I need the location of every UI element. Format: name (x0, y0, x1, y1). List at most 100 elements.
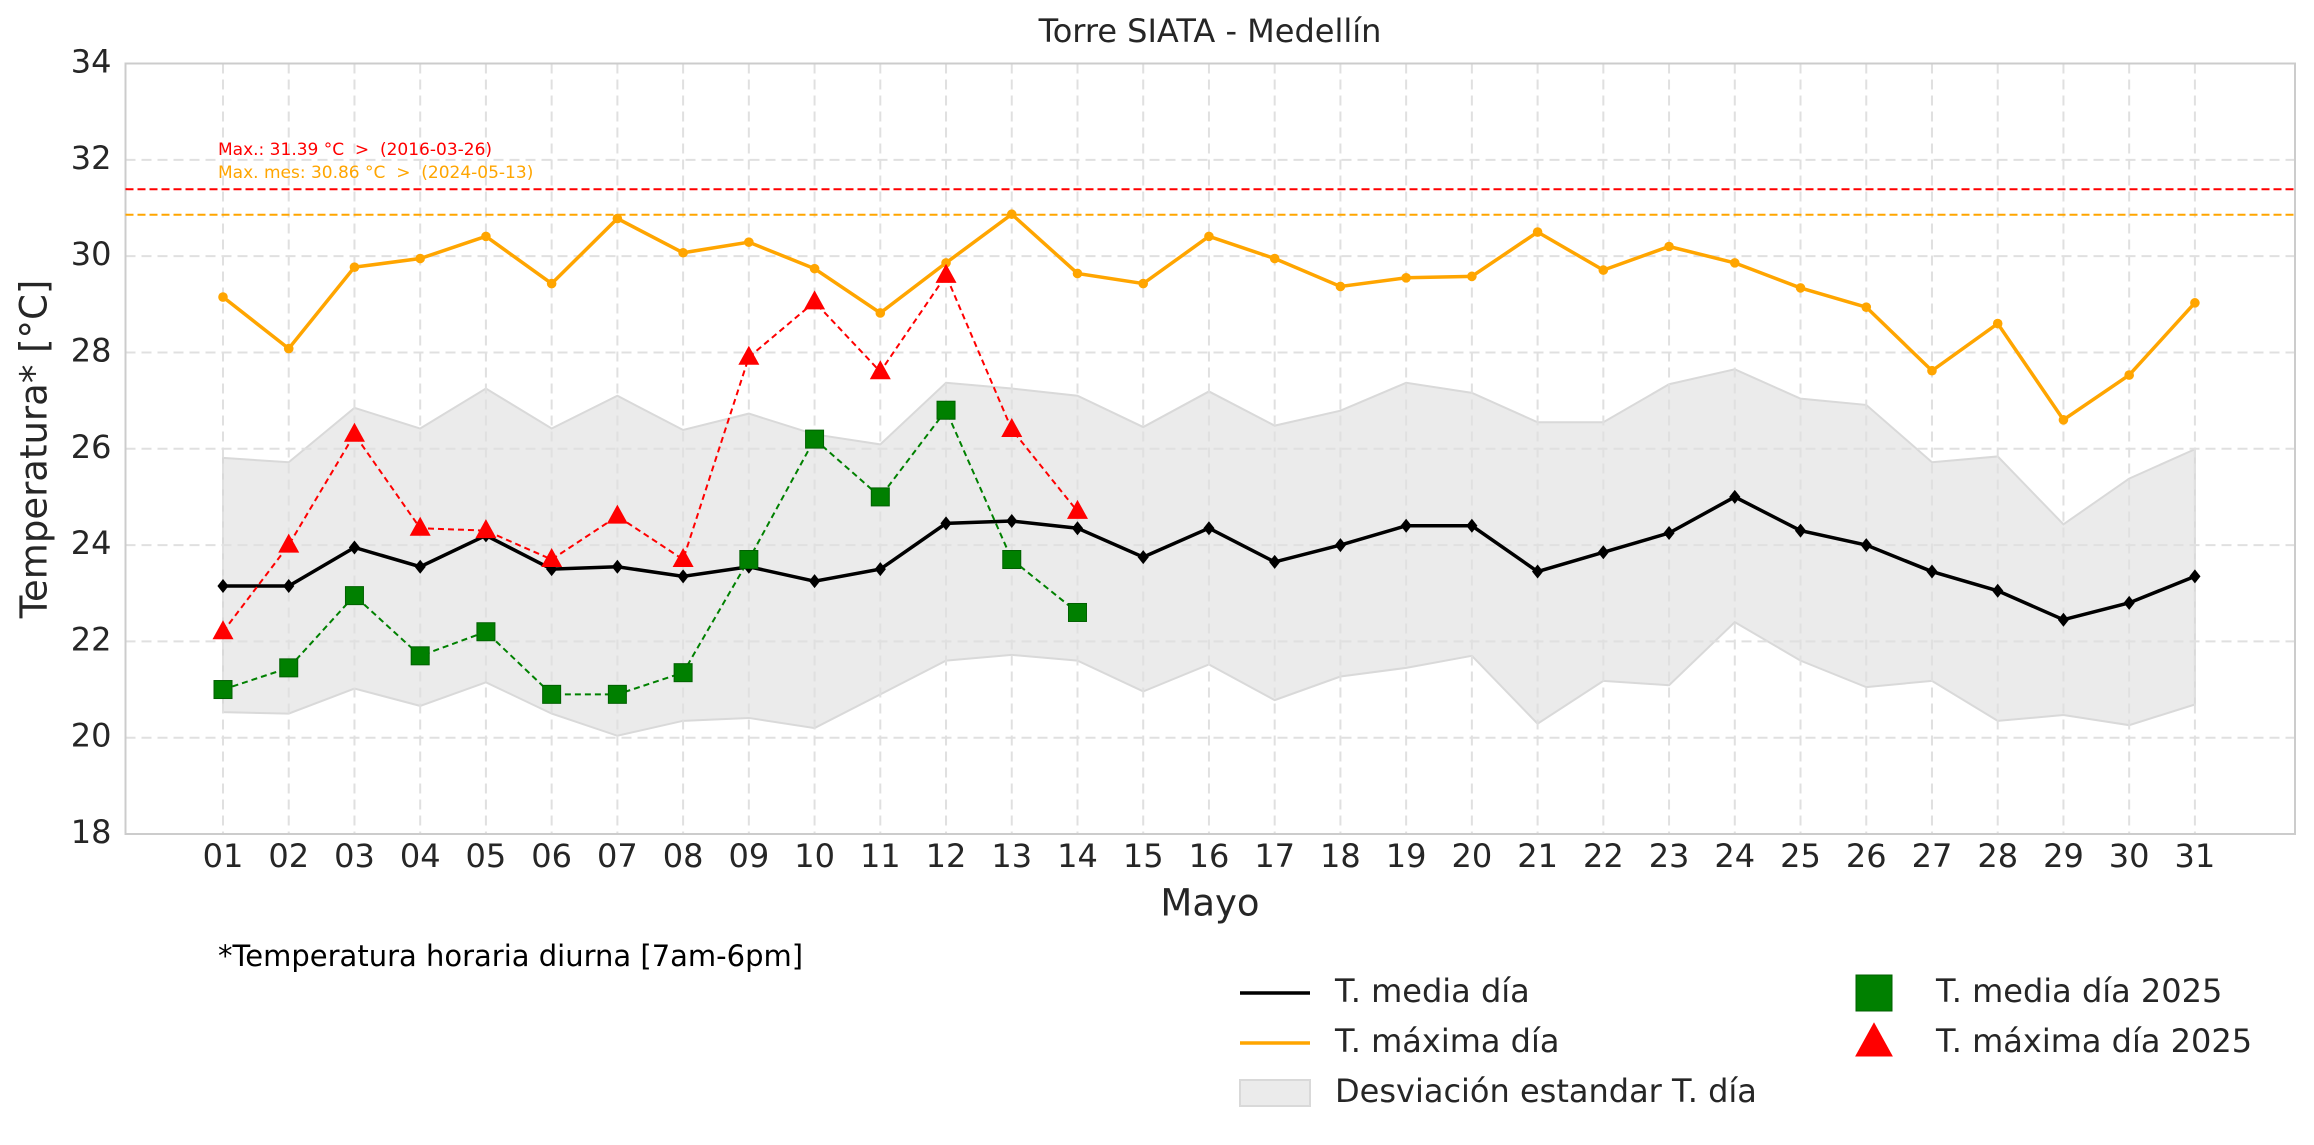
marker (1401, 272, 1411, 283)
marker (1137, 550, 1149, 565)
marker (1138, 278, 1149, 289)
marker (1072, 268, 1083, 279)
x-tick-label: 12 (926, 837, 967, 875)
marker (476, 622, 496, 642)
marker (1071, 521, 1084, 536)
marker (349, 262, 360, 273)
marker (1269, 253, 1280, 264)
x-tick-label: 21 (1517, 837, 1558, 875)
marker (2058, 415, 2069, 425)
y-tick-label: 20 (71, 717, 112, 755)
chart-title: Torre SIATA - Medellín (1038, 12, 1382, 50)
marker (1467, 271, 1477, 282)
legend-label: T. media día 2025 (1935, 972, 2222, 1010)
marker (2190, 298, 2200, 308)
x-tick-label: 29 (2043, 837, 2084, 875)
marker (348, 540, 361, 555)
marker (738, 345, 760, 365)
marker (611, 559, 623, 574)
marker (213, 680, 233, 700)
x-tick-label: 16 (1189, 837, 1230, 875)
marker (1926, 564, 1938, 579)
marker (283, 343, 294, 354)
marker (805, 429, 825, 449)
marker (344, 586, 364, 606)
x-axis-label: Mayo (1160, 882, 1259, 925)
marker (1066, 499, 1088, 519)
x-tick-label: 30 (2109, 837, 2150, 875)
marker (475, 519, 497, 539)
y-tick-label: 22 (71, 620, 112, 658)
x-tick-label: 18 (1320, 837, 1361, 875)
x-tick-label: 28 (1977, 837, 2018, 875)
y-axis-label: Temperatura* [°C] (13, 280, 56, 620)
marker (414, 559, 426, 574)
x-tick-label: 23 (1649, 837, 1690, 875)
marker (410, 646, 430, 666)
x-tick-label: 04 (400, 837, 441, 875)
marker (1400, 518, 1412, 533)
marker (409, 516, 431, 536)
marker (212, 620, 234, 640)
marker (1794, 523, 1807, 538)
marker (606, 504, 628, 524)
x-tick-label: 27 (1912, 837, 1953, 875)
y-tick-label: 28 (71, 331, 112, 369)
marker (1855, 1022, 1893, 1057)
y-tick-label: 24 (71, 524, 112, 562)
marker (217, 578, 229, 593)
marker (1729, 489, 1741, 504)
marker (874, 562, 886, 577)
marker (870, 487, 890, 507)
marker (2189, 569, 2201, 584)
marker (1006, 513, 1018, 528)
marker (1067, 602, 1087, 622)
marker (1860, 538, 1872, 553)
marker (936, 400, 956, 420)
marker (2057, 612, 2070, 627)
legend-label: T. máxima día 2025 (1935, 1022, 2252, 1060)
marker (739, 550, 759, 570)
marker (542, 684, 562, 704)
x-tick-label: 22 (1583, 837, 1624, 875)
x-tick-label: 19 (1386, 837, 1427, 875)
x-tick-label: 07 (597, 837, 638, 875)
marker (1335, 281, 1346, 292)
series-line (222, 408, 1079, 696)
x-tick-label: 20 (1452, 837, 1493, 875)
marker (875, 308, 886, 318)
marker (607, 684, 627, 704)
marker (1597, 545, 1609, 560)
x-tick-label: 14 (1057, 837, 1098, 875)
x-tick-label: 13 (991, 837, 1032, 875)
y-tick-label: 26 (71, 428, 112, 466)
x-tick-label: 09 (728, 837, 769, 875)
marker (1598, 265, 1609, 275)
marker (1532, 564, 1544, 579)
marker (1795, 283, 1806, 293)
reference-label: Max.: 31.39 °C > (2016-03-26) (218, 140, 492, 160)
marker (1466, 518, 1478, 533)
x-tick-label: 02 (268, 837, 309, 875)
x-tick-label: 03 (334, 837, 375, 875)
marker (678, 247, 688, 258)
x-tick-label: 17 (1254, 837, 1295, 875)
marker (1992, 318, 2003, 329)
footnote: *Temperatura horaria diurna [7am-6pm] (218, 939, 803, 973)
x-tick-label: 24 (1714, 837, 1755, 875)
marker (1861, 302, 1872, 312)
marker (1664, 241, 1674, 252)
x-tick-label: 11 (860, 837, 901, 875)
y-tick-label: 30 (71, 235, 112, 273)
marker (809, 263, 820, 274)
y-tick-label: 34 (71, 43, 112, 81)
legend-swatch (1239, 1079, 1311, 1107)
marker (677, 569, 689, 584)
marker (278, 533, 300, 553)
y-tick-label: 18 (71, 813, 112, 851)
marker (1992, 583, 2004, 598)
y-tick-label: 32 (71, 139, 112, 177)
marker (808, 574, 821, 589)
marker (1334, 538, 1347, 553)
